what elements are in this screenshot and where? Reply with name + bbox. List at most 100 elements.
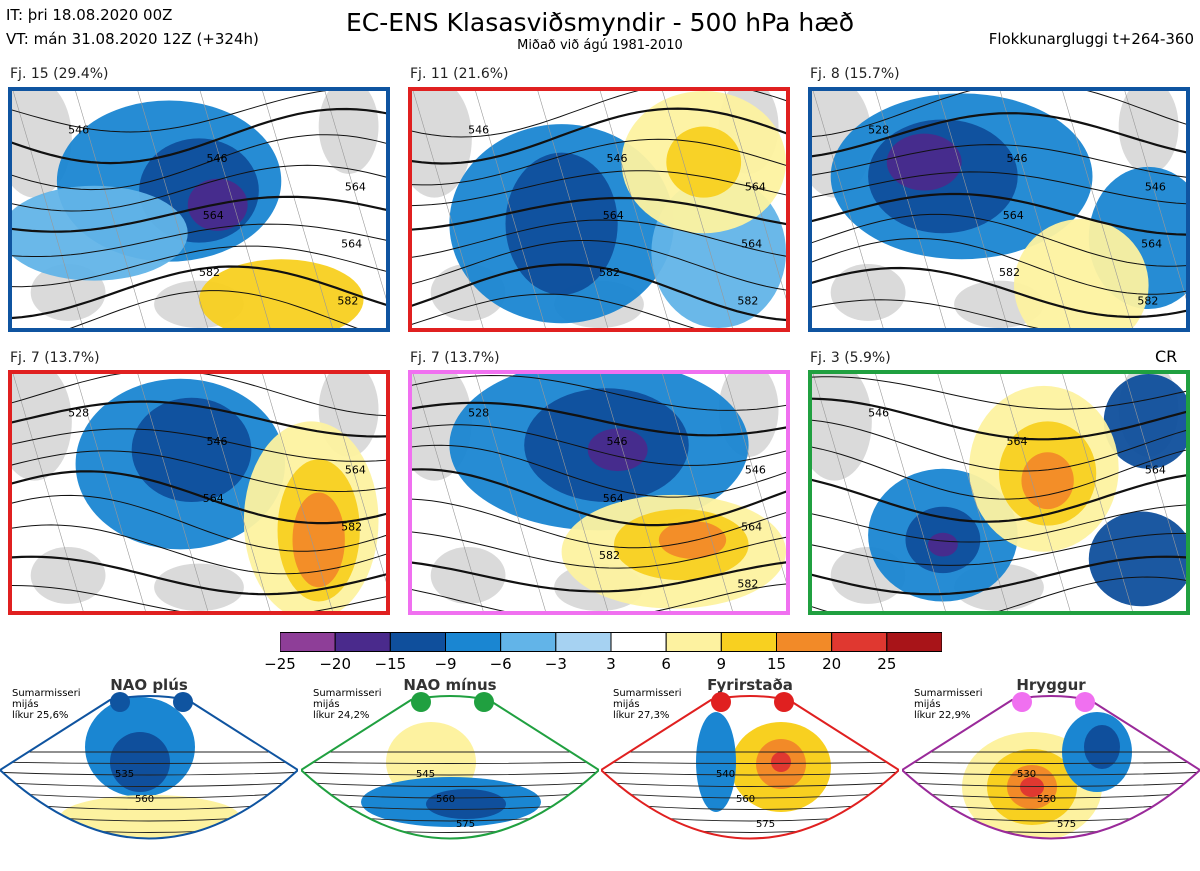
land-area (812, 374, 872, 481)
colorbar-tick-label: 6 (661, 655, 671, 673)
contour-label: 582 (1137, 294, 1158, 307)
regime-contour-label: 575 (456, 819, 475, 830)
land-area (830, 264, 906, 321)
contour-line (412, 498, 786, 549)
regime-meta: mijás (914, 699, 941, 710)
contour-line (812, 446, 1186, 500)
contour-label: 546 (1006, 152, 1027, 165)
contour-line (412, 170, 786, 207)
contour-label: 546 (868, 407, 889, 420)
contour-line (412, 583, 786, 611)
contour-line (412, 293, 695, 328)
contour-line (12, 374, 386, 417)
meridian-line (1124, 374, 1186, 583)
regime-anomaly-area (696, 712, 736, 812)
meridian-line (724, 374, 786, 583)
regime-contour-label: 545 (416, 769, 435, 780)
anomaly-area (505, 152, 618, 295)
main-contour-line (812, 555, 1186, 596)
anomaly-area (658, 520, 727, 559)
regime-marker-dot (1012, 692, 1032, 712)
main-contour-line (412, 468, 786, 527)
meridian-line (599, 374, 671, 611)
chart-title: EC-ENS Klasasviðsmyndir - 500 hPa hæð (345, 8, 855, 37)
regime-meta: Sumarmisseri (914, 688, 983, 699)
init-time: IT: þri 18.08.2020 00Z (6, 6, 173, 24)
contour-line (812, 299, 1039, 328)
colorbar-tick-label: 3 (606, 655, 616, 673)
contour-label: 564 (203, 492, 224, 505)
colorbar-tick-label: −20 (319, 655, 351, 673)
main-contour-line (812, 397, 1186, 441)
meridian-line (662, 91, 733, 328)
valid-time: VT: mán 31.08.2020 12Z (+324h) (6, 30, 259, 48)
meridian-line (1124, 91, 1186, 300)
cluster-panel: 546 546 564 564 564 582 582 (408, 87, 790, 332)
meridian-line (412, 91, 484, 328)
contour-line (812, 91, 1186, 138)
meridian-line (475, 374, 546, 611)
colorbar-segment (831, 632, 888, 652)
chart-subtitle: Miðað við ágú 1981-2010 (517, 38, 683, 53)
regime-meta: mijás (313, 699, 340, 710)
contour-label: 582 (599, 549, 620, 562)
regime-contour-line (902, 771, 1200, 776)
main-contour-line (412, 401, 786, 437)
colorbar-tick-label: −15 (374, 655, 407, 673)
contour-label: 546 (206, 435, 227, 448)
regime-contour-label: 540 (716, 769, 735, 780)
regime-meta: líkur 24,2% (313, 710, 370, 721)
main-contour-line (12, 265, 386, 320)
meridian-line (724, 91, 786, 300)
land-area (30, 547, 106, 604)
anomaly-area (927, 532, 958, 557)
regime-outline (0, 695, 298, 840)
cluster-map: 546 546 564 564 564 582 582 (412, 91, 786, 328)
colorbar-segment (555, 632, 612, 652)
meridian-line (999, 374, 1071, 611)
contour-line (12, 245, 386, 288)
contour-line (812, 213, 1186, 267)
cluster-map: 528 546 546 564 564 582 582 (412, 374, 786, 611)
regime-contour-line (0, 781, 298, 787)
contour-label: 528 (68, 407, 89, 420)
contour-label: 546 (745, 464, 766, 477)
meridian-line (1062, 91, 1133, 328)
meridian-line (262, 374, 333, 611)
contour-label: 546 (206, 152, 227, 165)
regime-anomaly-area (771, 752, 791, 772)
cluster-label: Fj. 8 (15.7%) (810, 66, 900, 82)
main-contour-line (812, 266, 1186, 318)
cluster-map: 546 546 564 564 564 582 582 (12, 91, 386, 328)
main-contour-line (812, 192, 1186, 236)
regime-contour-label: 560 (135, 794, 154, 805)
regime-meta: líkur 27,3% (613, 710, 670, 721)
colorbar-segment (445, 632, 502, 652)
colorbar-segment (720, 632, 778, 652)
regime-marker-dot (173, 692, 193, 712)
anomaly-area (199, 259, 364, 328)
anomaly-area (292, 492, 345, 588)
land-area (430, 547, 506, 604)
colorbar-tick-label: −6 (489, 655, 512, 673)
regime-contour-line (0, 771, 298, 776)
regime-meta: Sumarmisseri (12, 688, 81, 699)
colorbar-tick-label: 9 (716, 655, 727, 673)
colorbar (280, 632, 942, 652)
main-contour-line (12, 107, 386, 165)
main-contour-line (812, 112, 1186, 158)
contour-label: 528 (868, 124, 889, 137)
regime-marker-dot (711, 692, 731, 712)
regime-anomaly-area (1084, 725, 1120, 769)
contour-label: 564 (1006, 435, 1027, 448)
meridian-line (199, 91, 271, 328)
regime-name: Hryggur (1016, 676, 1086, 694)
meridian-line (937, 91, 1009, 328)
anomaly-area (587, 428, 648, 472)
contour-line (12, 223, 386, 257)
regime-contour-line (902, 761, 1200, 764)
regime-map: 545 560 575 (301, 695, 599, 840)
cluster-label: Fj. 11 (21.6%) (410, 66, 509, 82)
land-area (1118, 91, 1179, 174)
contour-line (812, 376, 1186, 410)
